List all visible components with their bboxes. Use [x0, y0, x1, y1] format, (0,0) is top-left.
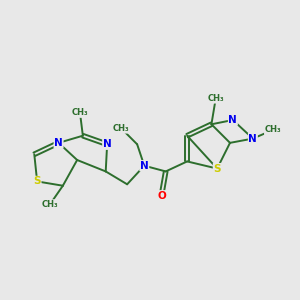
Text: N: N — [248, 134, 257, 144]
Text: N: N — [103, 139, 112, 149]
Text: CH₃: CH₃ — [207, 94, 224, 103]
Text: N: N — [229, 115, 237, 125]
Text: S: S — [213, 164, 221, 174]
Text: S: S — [33, 176, 41, 186]
Text: CH₃: CH₃ — [265, 125, 281, 134]
Text: CH₃: CH₃ — [113, 124, 130, 133]
Text: N: N — [54, 138, 63, 148]
Text: CH₃: CH₃ — [72, 108, 88, 117]
Text: CH₃: CH₃ — [42, 200, 58, 209]
Text: N: N — [140, 161, 149, 171]
Text: O: O — [157, 191, 166, 201]
